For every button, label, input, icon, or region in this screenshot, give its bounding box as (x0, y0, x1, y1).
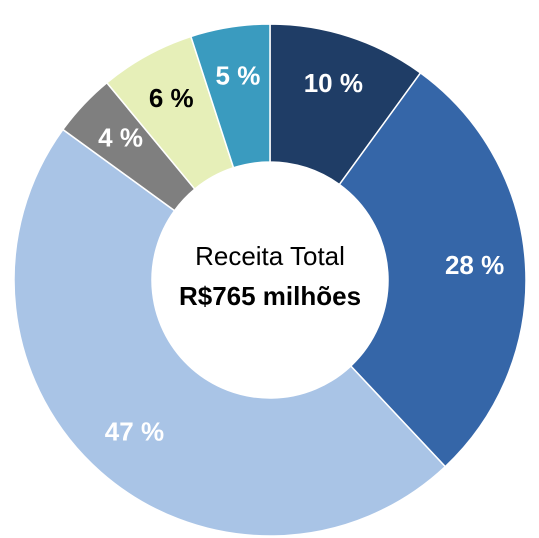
value-label: 47 % (105, 417, 164, 447)
slice (338, 71, 527, 468)
value-label: 4 % (98, 123, 143, 153)
value-label: 28 % (445, 250, 504, 280)
value-label: 5 % (216, 60, 261, 90)
slices (13, 23, 527, 537)
value-label: 6 % (149, 83, 194, 113)
slice (13, 128, 447, 537)
center-value: R$765 milhões (179, 281, 361, 311)
labels: 10 % 28 % 47 % 4 %6 % 5 % (98, 60, 504, 446)
value-label: 10 % (304, 68, 363, 98)
slice (189, 23, 271, 169)
center-title: Receita Total (195, 241, 345, 271)
